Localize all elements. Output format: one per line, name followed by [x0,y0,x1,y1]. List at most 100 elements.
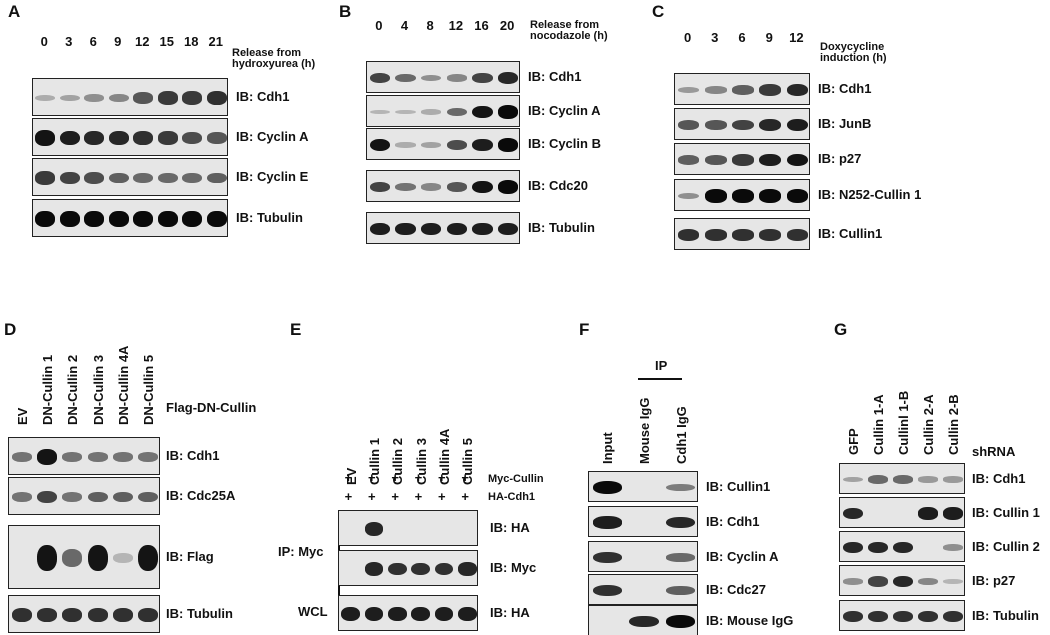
blot-label: IB: HA [490,520,530,535]
band [629,615,659,628]
band [138,545,159,571]
band [133,131,154,145]
band [59,171,80,185]
band [842,578,863,585]
band [206,132,227,144]
blot-label: IB: p27 [972,572,1016,588]
blot-c-1 [674,108,810,140]
band [138,452,159,462]
band [786,84,809,96]
blot-e-0 [338,510,478,546]
band [472,72,493,84]
panel-d-lane-label: DN-Cullin 2 [65,354,81,425]
band [497,180,519,194]
band [182,91,203,105]
band [364,562,384,576]
panel-c-letter: C [652,2,665,21]
band [759,84,782,96]
band [472,222,493,236]
band [420,222,442,236]
blot-c-3 [674,179,810,211]
band [157,131,178,145]
band [458,562,477,576]
band [84,172,105,184]
band [704,229,727,241]
panel-g-header: shRNA [972,444,1016,459]
panel-f-ip-header: IP [655,358,668,373]
band [62,492,83,502]
blot-e-2 [338,595,478,631]
panel-e-row1-label: Myc-Cullin [488,473,544,485]
band [395,73,416,83]
panel-d-lane-label: DN-Cullin 5 [141,354,157,425]
band [704,86,727,94]
panel-f-letter: F [579,320,590,339]
panel-f-lane-label: Input [600,432,616,464]
blot-f-2 [588,541,698,572]
panel-e-sign-ha: + [368,489,376,504]
band [732,85,754,95]
band [182,132,203,144]
panel-d-lane-label: DN-Cullin 4A [116,345,131,425]
band [786,229,809,241]
band [87,608,108,622]
band [732,229,754,241]
band [592,551,622,564]
band [112,608,134,622]
band [87,545,108,571]
panel-a-lane-label: 15 [159,34,174,49]
panel-g-lane-label: Cullin 1-A [870,394,886,455]
blot-a-1 [32,118,228,156]
band [677,120,700,130]
panel-c-lane-label: 12 [789,30,804,45]
panel-d-header: Flag-DN-Cullin [166,400,257,415]
band [87,452,108,462]
band [892,610,914,623]
band [472,105,493,119]
band [497,222,519,236]
panel-b-lane-label: 20 [499,18,515,33]
blot-g-4 [839,600,965,631]
panel-g-lane-label: Cullin 2-A [921,394,937,455]
band [666,516,696,529]
blot-label: IB: Cdh1 [528,69,582,84]
band [84,130,105,146]
band [759,229,782,241]
band [666,483,696,492]
band [497,138,519,152]
blot-label: IB: Tubulin [972,607,1039,623]
band [59,94,80,102]
blot-f-4 [588,605,698,635]
band [732,154,754,166]
panel-g-lane-label: GFP [845,428,861,455]
panel-e-sign-myc: + [391,470,399,485]
panel-f-lane-label: Mouse IgG [637,397,652,464]
panel-f-lane-label: Cdh1 IgG [673,406,689,464]
band [206,91,227,105]
band [182,211,203,227]
panel-g-lane-label: Cullin 2-B [946,394,962,455]
band [395,142,416,148]
band [592,480,622,494]
band [759,119,782,131]
panel-b-lane-label: 12 [448,18,464,33]
band [677,86,700,94]
band [592,516,622,529]
band [84,211,105,227]
blot-label: IB: Cdc20 [528,178,588,193]
band [446,74,468,82]
band [446,182,468,192]
panel-e-letter: E [290,320,302,339]
blot-label: IB: Cyclin E [236,169,309,184]
band [341,606,360,621]
blot-c-0 [674,73,810,105]
panel-e-row2-label: HA-Cdh1 [488,491,536,503]
blot-g-3 [839,565,965,596]
blot-label: IB: Cdh1 [706,513,760,529]
band [62,608,83,622]
blot-f-3 [588,574,698,605]
band [364,606,384,621]
band [704,120,727,130]
panel-a-lane-label: 18 [184,34,199,49]
